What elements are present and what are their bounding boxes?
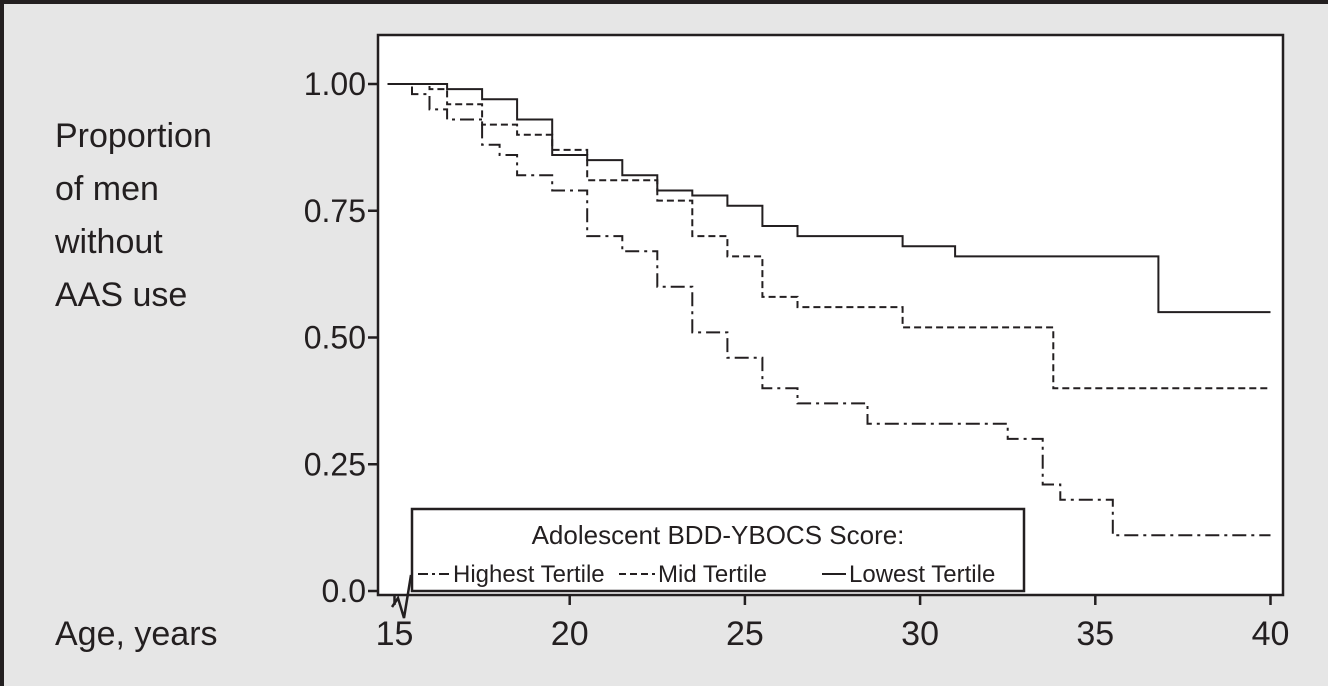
legend-entries: Highest Tertile Mid Tertile Lowest Tertile — [418, 561, 995, 588]
y-tick-label: 0.75 — [304, 193, 366, 229]
y-tick-label: 1.00 — [304, 66, 366, 102]
x-tick-label: 35 — [1076, 615, 1114, 653]
x-tick-label: 20 — [551, 615, 589, 653]
y-tick-label: 0.50 — [304, 320, 366, 356]
y-axis-label-line: AAS use — [55, 276, 187, 314]
y-tick-label: 0.0 — [322, 573, 366, 609]
legend-entry-label: Mid Tertile — [658, 561, 767, 588]
series-line-highest-tertile — [387, 83, 1271, 537]
y-axis-label-line: without — [54, 223, 163, 261]
legend-title: Adolescent BDD-YBOCS Score: — [532, 520, 905, 550]
y-tick-label: 0.25 — [304, 446, 366, 482]
y-axis-ticks: 0.0 0.25 0.50 0.75 1.00 — [304, 66, 378, 609]
legend-box — [410, 507, 1026, 593]
plot-area — [376, 33, 1285, 597]
series-layer — [387, 83, 1271, 537]
series-line-mid-tertile — [387, 83, 1271, 390]
x-axis-label: Age, years — [55, 615, 218, 653]
legend-entry-label: Highest Tertile — [453, 561, 605, 588]
x-tick-label: 15 — [376, 615, 414, 653]
y-axis-label-line: Proportion — [55, 117, 212, 155]
x-tick-label: 40 — [1252, 615, 1290, 653]
x-axis-ticks: 15 20 25 30 35 40 — [376, 595, 1290, 653]
x-tick-label: 30 — [901, 615, 939, 653]
y-axis-label: Proportion of men without AAS use — [54, 117, 212, 314]
x-tick-label: 25 — [726, 615, 764, 653]
legend: Adolescent BDD-YBOCS Score: Highest Tert… — [410, 507, 1026, 593]
legend-entry-label: Lowest Tertile — [849, 561, 995, 588]
axis-break-marker — [390, 574, 413, 619]
y-axis-label-line: of men — [55, 170, 159, 208]
series-line-lowest-tertile — [387, 83, 1271, 314]
